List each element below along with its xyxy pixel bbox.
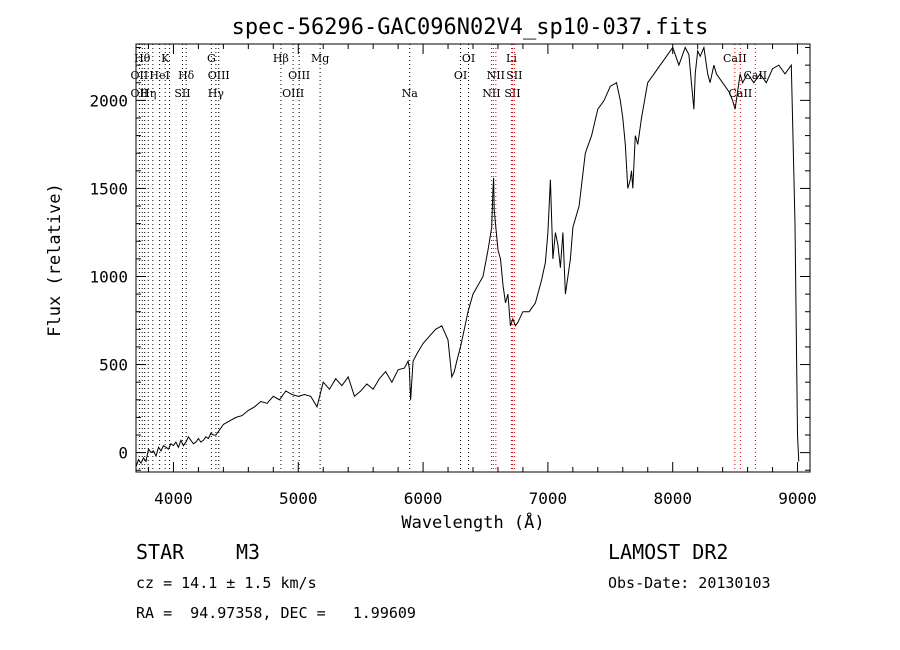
x-tick-label: 7000 xyxy=(529,489,568,508)
spectral-line-label: OI xyxy=(454,69,467,82)
object-class: STAR xyxy=(136,540,185,564)
spectral-line-label: Hδ xyxy=(178,69,195,82)
observation-date: Obs-Date: 20130103 xyxy=(608,574,771,592)
spectral-line-label: Hβ xyxy=(273,52,289,65)
spectral-line-label: Hθ xyxy=(134,52,151,65)
spectral-line-label: OIII xyxy=(282,87,304,100)
redshift-cz: cz = 14.1 ± 1.5 km/s xyxy=(136,574,317,592)
spectral-line-label: OIII xyxy=(288,69,310,82)
spectral-line-label: CaII xyxy=(723,52,747,65)
spectral-line-label: Hγ xyxy=(208,87,225,100)
spectral-line-label: SII xyxy=(174,87,190,100)
spectrum-series-0 xyxy=(135,45,800,467)
y-tick-label: 0 xyxy=(118,444,128,463)
x-tick-label: 6000 xyxy=(404,489,443,508)
y-tick-label: 2000 xyxy=(89,91,128,110)
spectral-line-label: CaII xyxy=(729,87,753,100)
coordinates: RA = 94.97358, DEC = 1.99609 xyxy=(136,604,416,622)
spectral-line-label: G xyxy=(207,52,216,65)
spectral-line-label: K xyxy=(161,52,170,65)
x-tick-label: 4000 xyxy=(154,489,193,508)
x-tick-label: 8000 xyxy=(653,489,692,508)
y-tick-label: 1500 xyxy=(89,179,128,198)
spectral-line-label: SII xyxy=(504,87,520,100)
chart-title: spec-56296-GAC096N02V4_sp10-037.fits xyxy=(232,15,709,40)
y-axis-label: Flux (relative) xyxy=(45,183,65,337)
spectral-line-label: NII xyxy=(487,69,505,82)
y-tick-label: 1000 xyxy=(89,267,128,286)
spectral-line-label: Hη xyxy=(140,87,156,100)
plot-frame xyxy=(135,43,811,473)
spectral-lines-layer: OIIOIIHθHηHeIKSIIHδGHγOIIIHβOIIIOIIIMgNa… xyxy=(131,44,767,472)
spectral-line-label: NII xyxy=(482,87,500,100)
x-axis-label: Wavelength (Å) xyxy=(401,511,544,533)
axis-ticks-layer: 4000 5000 6000 7000 8000 9000 0 500 1000 1500 2000 xyxy=(89,44,817,508)
survey-name: LAMOST DR2 xyxy=(608,540,729,564)
spectral-line-label: SII xyxy=(506,69,522,82)
x-tick-label: 9000 xyxy=(778,489,817,508)
spectral-line-label: CaII xyxy=(743,69,767,82)
spectral-line-label: OII xyxy=(131,69,149,82)
y-tick-label: 500 xyxy=(99,356,128,375)
spectral-line-label: OI xyxy=(462,52,475,65)
spectrum-curve-layer xyxy=(135,45,800,467)
spectral-line-label: Na xyxy=(402,87,419,100)
spectral-line-label: Li xyxy=(506,52,517,65)
spectral-line-label: OII xyxy=(131,87,149,100)
object-subclass: M3 xyxy=(236,540,261,564)
spectral-line-label: Mg xyxy=(311,52,329,65)
spectral-line-label: HeI xyxy=(149,69,169,82)
x-tick-label: 5000 xyxy=(279,489,318,508)
spectral-line-label: OIII xyxy=(208,69,230,82)
